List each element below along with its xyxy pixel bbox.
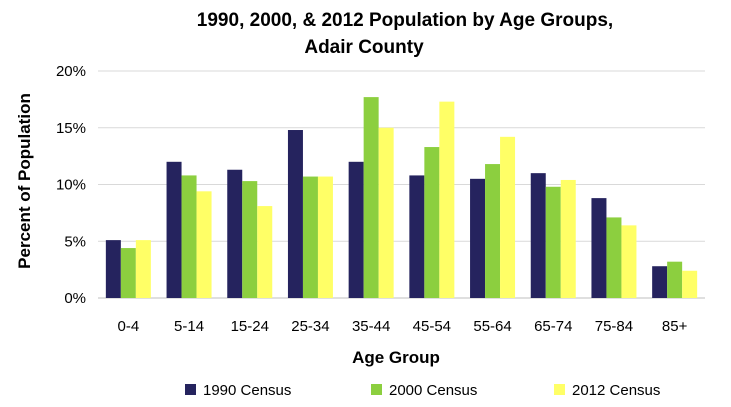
bar [242, 181, 258, 298]
bar [652, 266, 668, 298]
y-tick-label: 10% [56, 177, 86, 194]
bar [485, 164, 501, 298]
legend-label: 1990 Census [203, 382, 291, 399]
bar [105, 240, 121, 298]
x-tick-label: 25-34 [291, 318, 329, 335]
y-tick-label: 20% [56, 63, 86, 80]
bar [545, 186, 561, 298]
bar [227, 169, 243, 298]
y-tick-label: 15% [56, 120, 86, 137]
x-tick-label: 85+ [662, 318, 688, 335]
bar [196, 191, 212, 298]
bar [439, 101, 455, 299]
legend-item: 2000 Census [371, 382, 477, 399]
x-axis-ticks: 0-4 5-14 15-24 25-34 35-44 45-54 55-64 65-74 75-… [118, 318, 688, 335]
legend-label: 2012 Census [572, 382, 660, 399]
bar [348, 161, 364, 298]
y-axis-ticks: 0% 5% 10% 15% 20% [56, 63, 86, 307]
legend-swatch [185, 384, 196, 395]
bar [470, 178, 486, 298]
bar [317, 176, 333, 298]
legend-swatch [371, 384, 382, 395]
x-tick-label: 55-64 [473, 318, 511, 335]
bar [363, 97, 379, 298]
legend: 1990 Census 2000 Census 2012 Census [185, 382, 660, 399]
bars [105, 97, 698, 299]
bar [560, 179, 576, 298]
x-tick-label: 0-4 [118, 318, 140, 335]
chart-title-line-2: Adair County [304, 37, 424, 58]
x-tick-label: 75-84 [595, 318, 633, 335]
y-tick-label: 5% [64, 233, 86, 250]
bar [530, 173, 546, 298]
bar [378, 127, 394, 298]
x-tick-label: 15-24 [231, 318, 269, 335]
legend-label: 2000 Census [389, 382, 477, 399]
legend-item: 1990 Census [185, 382, 291, 399]
bar [181, 175, 197, 298]
bar [424, 147, 440, 298]
bar [302, 176, 318, 298]
legend-item: 2012 Census [554, 382, 660, 399]
x-tick-label: 65-74 [534, 318, 572, 335]
x-axis-title: Age Group [352, 348, 440, 367]
bar [606, 217, 622, 298]
bar [166, 161, 182, 298]
bar [257, 206, 273, 298]
legend-swatch [554, 384, 565, 395]
y-axis-title: Percent of Population [15, 93, 34, 269]
bar [667, 261, 683, 298]
bar [409, 175, 425, 298]
bar [621, 225, 637, 298]
x-tick-label: 5-14 [174, 318, 204, 335]
bar [287, 130, 303, 298]
y-tick-label: 0% [64, 290, 86, 307]
x-tick-label: 35-44 [352, 318, 390, 335]
bar [500, 136, 516, 298]
bar [120, 248, 136, 298]
bar [682, 270, 698, 298]
x-tick-label: 45-54 [413, 318, 451, 335]
chart-title-line-1: 1990, 2000, & 2012 Population by Age Gro… [197, 10, 613, 31]
bar [591, 198, 607, 298]
bar [135, 240, 151, 298]
